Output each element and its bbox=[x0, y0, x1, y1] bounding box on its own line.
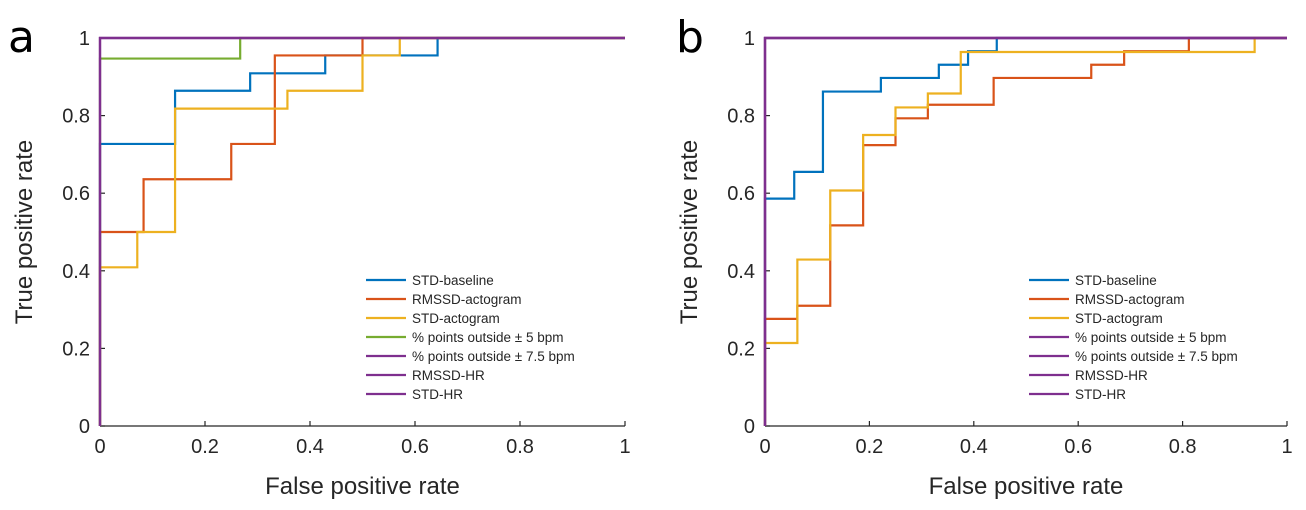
y-tick-label: 0.6 bbox=[727, 183, 755, 205]
panel-label: a bbox=[8, 12, 35, 63]
y-axis-label: True positive rate bbox=[676, 140, 703, 325]
legend-entry: RMSSD-actogram bbox=[1075, 292, 1185, 307]
series-line-std-hr bbox=[763, 36, 1287, 426]
y-tick-label: 0 bbox=[744, 416, 755, 438]
x-tick-label: 0.6 bbox=[1064, 436, 1092, 458]
y-tick-label: 0.8 bbox=[62, 106, 90, 128]
legend-box bbox=[1025, 268, 1285, 410]
legend: STD-baseline RMSSD-actogram STD-actogram % … bbox=[1025, 268, 1285, 410]
x-tick-label: 1 bbox=[619, 436, 630, 458]
legend-entry: STD-HR bbox=[412, 387, 463, 402]
legend-entry: % points outside ± 7.5 bpm bbox=[1075, 349, 1238, 364]
legend-box bbox=[362, 268, 622, 410]
legend-entry: STD-baseline bbox=[412, 273, 494, 288]
x-tick-label: 0.4 bbox=[296, 436, 324, 458]
x-axis-label: False positive rate bbox=[929, 473, 1124, 500]
x-tick-label: 0 bbox=[94, 436, 105, 458]
x-tick-label: 0 bbox=[759, 436, 770, 458]
panel-label: b bbox=[676, 12, 704, 63]
y-tick-label: 0.4 bbox=[62, 261, 90, 283]
y-tick-label: 0.2 bbox=[727, 338, 755, 360]
y-tick-label: 0.2 bbox=[62, 338, 90, 360]
legend-entry: RMSSD-HR bbox=[1075, 368, 1148, 383]
y-tick-label: 0 bbox=[79, 416, 90, 438]
series-line-rmssd-actogram bbox=[763, 36, 1287, 426]
x-tick-label: 0.6 bbox=[401, 436, 429, 458]
y-tick-label: 0.4 bbox=[727, 261, 755, 283]
legend-entry: STD-actogram bbox=[412, 311, 500, 326]
legend-entry: STD-actogram bbox=[1075, 311, 1163, 326]
y-tick-label: 0.6 bbox=[62, 183, 90, 205]
legend-entry: % points outside ± 5 bpm bbox=[412, 330, 564, 345]
legend-entry: STD-baseline bbox=[1075, 273, 1157, 288]
legend-entry: STD-HR bbox=[1075, 387, 1126, 402]
legend-entry: % points outside ± 7.5 bpm bbox=[412, 349, 575, 364]
x-tick-label: 0.2 bbox=[855, 436, 883, 458]
series-line-std-hr bbox=[98, 36, 625, 426]
legend: STD-baseline RMSSD-actogram STD-actogram % … bbox=[362, 268, 622, 410]
series-line-std-actogram bbox=[763, 36, 1287, 426]
y-tick-label: 0.8 bbox=[727, 106, 755, 128]
series-line-std-actogram bbox=[98, 36, 625, 426]
x-tick-label: 0.8 bbox=[506, 436, 534, 458]
chart-panel-a: a 0 0.2 0.4 0.6 0.8 1 0 0.2 0.4 0.6 0.8 1 False posit… bbox=[8, 12, 631, 500]
legend-entry: % points outside ± 5 bpm bbox=[1075, 330, 1227, 345]
x-axis-label: False positive rate bbox=[265, 473, 460, 500]
x-tick-label: 1 bbox=[1281, 436, 1292, 458]
legend-entry: RMSSD-HR bbox=[412, 368, 485, 383]
y-axis-label: True positive rate bbox=[11, 140, 38, 325]
series-line-rmssd-actogram bbox=[98, 36, 625, 426]
legend-entry: RMSSD-actogram bbox=[412, 292, 522, 307]
x-tick-label: 0.2 bbox=[191, 436, 219, 458]
y-tick-label: 1 bbox=[79, 28, 90, 50]
chart-panel-b: b 0 0.2 0.4 0.6 0.8 1 0 0.2 0.4 0.6 0.8 1 False posit… bbox=[676, 12, 1293, 500]
x-tick-label: 0.4 bbox=[960, 436, 988, 458]
x-tick-label: 0.8 bbox=[1169, 436, 1197, 458]
y-tick-label: 1 bbox=[744, 28, 755, 50]
